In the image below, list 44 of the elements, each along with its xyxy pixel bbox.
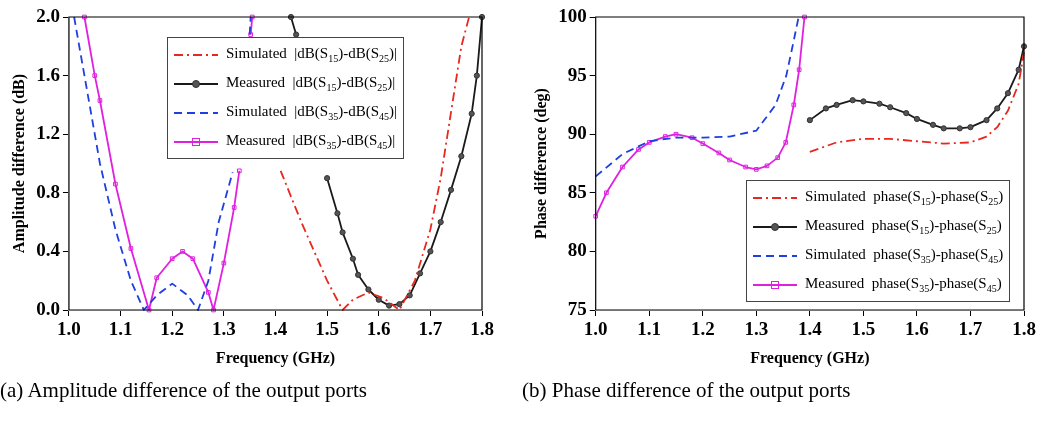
x-axis-title: Frequency (GHz) xyxy=(215,348,336,367)
legend-label: Measured phase(S$_{35}$)-phase(S$_{45}$) xyxy=(805,275,1002,294)
x-tick-label: 1.5 xyxy=(851,318,876,340)
y-axis-title: Phase difference (deg) xyxy=(531,88,550,239)
x-axis-title: Frequency (GHz) xyxy=(750,348,870,367)
text: (a) Amplitude difference of the output ports xyxy=(0,378,368,403)
x-tick-label: 1.1 xyxy=(108,318,133,340)
legend-label: Simulated phase(S$_{15}$)-phase(S$_{25}$) xyxy=(805,188,1004,207)
y-tick-label: 90 xyxy=(567,122,587,144)
x-tick-label: 1.7 xyxy=(958,318,983,340)
legend-label: Measured |dB(S$_{35}$)-dB(S$_{45}$)| xyxy=(225,132,396,151)
y-tick-label: 100 xyxy=(558,4,587,26)
y-axis-title: Amplitude difference (dB) xyxy=(9,73,28,254)
legend-label: Measured |dB(S$_{15}$)-dB(S$_{25}$)| xyxy=(225,74,396,93)
x-tick-label: 1.2 xyxy=(160,318,185,340)
y-tick-label: 0.4 xyxy=(36,239,61,261)
y-tick-label: 1.6 xyxy=(36,63,60,85)
x-tick-label: 1.2 xyxy=(690,318,715,340)
x-tick-label: 1.7 xyxy=(418,318,443,340)
x-tick-label: 1.4 xyxy=(263,318,288,340)
y-tick-label: 2.0 xyxy=(36,4,60,26)
text: (b) Phase difference of the output ports xyxy=(522,378,851,403)
legend-label: Simulated |dB(S$_{35}$)-dB(S$_{45}$)| xyxy=(225,103,397,122)
y-tick-label: 1.2 xyxy=(36,122,60,144)
x-tick-label: 1.8 xyxy=(470,318,494,340)
y-tick-label: 85 xyxy=(567,180,587,202)
y-tick-label: 75 xyxy=(567,297,587,319)
y-tick-label: 80 xyxy=(567,239,587,261)
y-tick-label: 95 xyxy=(567,63,587,85)
y-tick-label: 0.8 xyxy=(36,180,60,202)
x-tick-label: 1.4 xyxy=(797,318,823,340)
legend-label: Simulated |dB(S$_{15}$)-dB(S$_{25}$)| xyxy=(225,45,397,64)
x-tick-label: 1.1 xyxy=(637,318,662,340)
legend-label: Simulated phase(S$_{35}$)-phase(S$_{45}$) xyxy=(805,246,1004,265)
x-tick-label: 1.6 xyxy=(905,318,929,340)
x-tick-label: 1.6 xyxy=(366,318,391,340)
x-tick-label: 1.8 xyxy=(1012,318,1036,340)
y-tick-label: 0.0 xyxy=(36,297,60,319)
x-tick-label: 1.0 xyxy=(583,318,608,340)
legend-label: Measured phase(S$_{15}$)-phase(S$_{25}$) xyxy=(805,217,1002,236)
x-tick-label: 1.3 xyxy=(211,318,236,340)
x-tick-label: 1.0 xyxy=(57,318,81,340)
x-tick-label: 1.3 xyxy=(744,318,769,340)
x-tick-label: 1.5 xyxy=(315,318,339,340)
